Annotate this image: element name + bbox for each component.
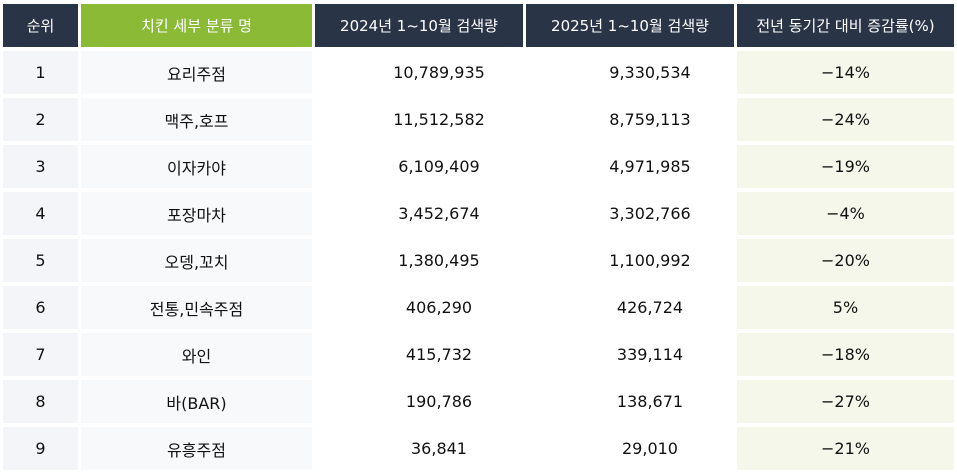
volume-2025-value: 9,330,534 bbox=[609, 63, 691, 82]
rank-cell: 9 bbox=[3, 427, 78, 470]
volume-2024-value: 1,380,495 bbox=[398, 251, 480, 270]
table-row: 6 전통,민속주점 406,290 426,724 5% bbox=[3, 286, 954, 329]
change-cell: −20% bbox=[737, 239, 954, 282]
volume-2025-cell: 29,010 bbox=[526, 427, 734, 470]
table-row: 8 바(BAR) 190,786 138,671 −27% bbox=[3, 380, 954, 423]
change-cell: −24% bbox=[737, 98, 954, 141]
volume-2025-cell: 8,759,113 bbox=[526, 98, 734, 141]
volume-2024-value: 406,290 bbox=[405, 298, 473, 317]
volume-2025-value: 138,671 bbox=[616, 392, 684, 411]
change-cell: −14% bbox=[737, 51, 954, 94]
volume-2025-cell: 138,671 bbox=[526, 380, 734, 423]
rank-cell: 7 bbox=[3, 333, 78, 376]
volume-2025-value: 3,302,766 bbox=[609, 204, 691, 223]
volume-2025-value: 8,759,113 bbox=[609, 110, 691, 129]
change-cell: −18% bbox=[737, 333, 954, 376]
volume-2025-value: 29,010 bbox=[622, 439, 678, 458]
rank-cell: 8 bbox=[3, 380, 78, 423]
volume-2025-cell: 9,330,534 bbox=[526, 51, 734, 94]
category-cell: 오뎅,꼬치 bbox=[81, 239, 312, 282]
volume-2024-value: 36,841 bbox=[411, 439, 467, 458]
volume-2025-cell: 3,302,766 bbox=[526, 192, 734, 235]
volume-2025-cell: 4,971,985 bbox=[526, 145, 734, 188]
table-row: 9 유흥주점 36,841 29,010 −21% bbox=[3, 427, 954, 470]
rank-cell: 5 bbox=[3, 239, 78, 282]
category-cell: 유흥주점 bbox=[81, 427, 312, 470]
change-cell: 5% bbox=[737, 286, 954, 329]
volume-2024-cell: 190,786 bbox=[315, 380, 523, 423]
change-cell: −4% bbox=[737, 192, 954, 235]
volume-2024-cell: 415,732 bbox=[315, 333, 523, 376]
volume-2024-value: 10,789,935 bbox=[393, 63, 485, 82]
category-cell: 맥주,호프 bbox=[81, 98, 312, 141]
volume-2024-cell: 11,512,582 bbox=[315, 98, 523, 141]
volume-2024-value: 6,109,409 bbox=[398, 157, 480, 176]
category-cell: 전통,민속주점 bbox=[81, 286, 312, 329]
table-row: 5 오뎅,꼬치 1,380,495 1,100,992 −20% bbox=[3, 239, 954, 282]
volume-2024-value: 415,732 bbox=[405, 345, 473, 364]
rank-cell: 6 bbox=[3, 286, 78, 329]
table-row: 3 이자카야 6,109,409 4,971,985 −19% bbox=[3, 145, 954, 188]
volume-2024-value: 3,452,674 bbox=[398, 204, 480, 223]
header-2025: 2025년 1~10월 검색량 bbox=[526, 4, 734, 47]
volume-2025-value: 426,724 bbox=[616, 298, 684, 317]
table-row: 1 요리주점 10,789,935 9,330,534 −14% bbox=[3, 51, 954, 94]
volume-2025-cell: 1,100,992 bbox=[526, 239, 734, 282]
change-cell: −19% bbox=[737, 145, 954, 188]
category-cell: 요리주점 bbox=[81, 51, 312, 94]
volume-2025-value: 1,100,992 bbox=[609, 251, 691, 270]
rank-cell: 4 bbox=[3, 192, 78, 235]
category-cell: 와인 bbox=[81, 333, 312, 376]
volume-2024-value: 190,786 bbox=[405, 392, 473, 411]
header-change: 전년 동기간 대비 증감률(%) bbox=[737, 4, 954, 47]
change-cell: −21% bbox=[737, 427, 954, 470]
header-2024: 2024년 1~10월 검색량 bbox=[315, 4, 523, 47]
volume-2024-cell: 6,109,409 bbox=[315, 145, 523, 188]
rank-cell: 1 bbox=[3, 51, 78, 94]
category-cell: 바(BAR) bbox=[81, 380, 312, 423]
category-cell: 포장마차 bbox=[81, 192, 312, 235]
volume-2024-cell: 1,380,495 bbox=[315, 239, 523, 282]
change-cell: −27% bbox=[737, 380, 954, 423]
volume-2024-value: 11,512,582 bbox=[393, 110, 485, 129]
volume-2025-value: 4,971,985 bbox=[609, 157, 691, 176]
rank-cell: 3 bbox=[3, 145, 78, 188]
volume-2024-cell: 3,452,674 bbox=[315, 192, 523, 235]
table-row: 4 포장마차 3,452,674 3,302,766 −4% bbox=[3, 192, 954, 235]
volume-2025-cell: 339,114 bbox=[526, 333, 734, 376]
table-row: 2 맥주,호프 11,512,582 8,759,113 −24% bbox=[3, 98, 954, 141]
volume-2024-cell: 10,789,935 bbox=[315, 51, 523, 94]
table-row: 7 와인 415,732 339,114 −18% bbox=[3, 333, 954, 376]
volume-2024-cell: 36,841 bbox=[315, 427, 523, 470]
header-category: 치킨 세부 분류 명 bbox=[81, 4, 312, 47]
header-rank: 순위 bbox=[3, 4, 78, 47]
rank-cell: 2 bbox=[3, 98, 78, 141]
volume-2025-value: 339,114 bbox=[616, 345, 684, 364]
header-row: 순위 치킨 세부 분류 명 2024년 1~10월 검색량 2025년 1~10… bbox=[3, 4, 954, 47]
volume-2024-cell: 406,290 bbox=[315, 286, 523, 329]
category-cell: 이자카야 bbox=[81, 145, 312, 188]
volume-2025-cell: 426,724 bbox=[526, 286, 734, 329]
